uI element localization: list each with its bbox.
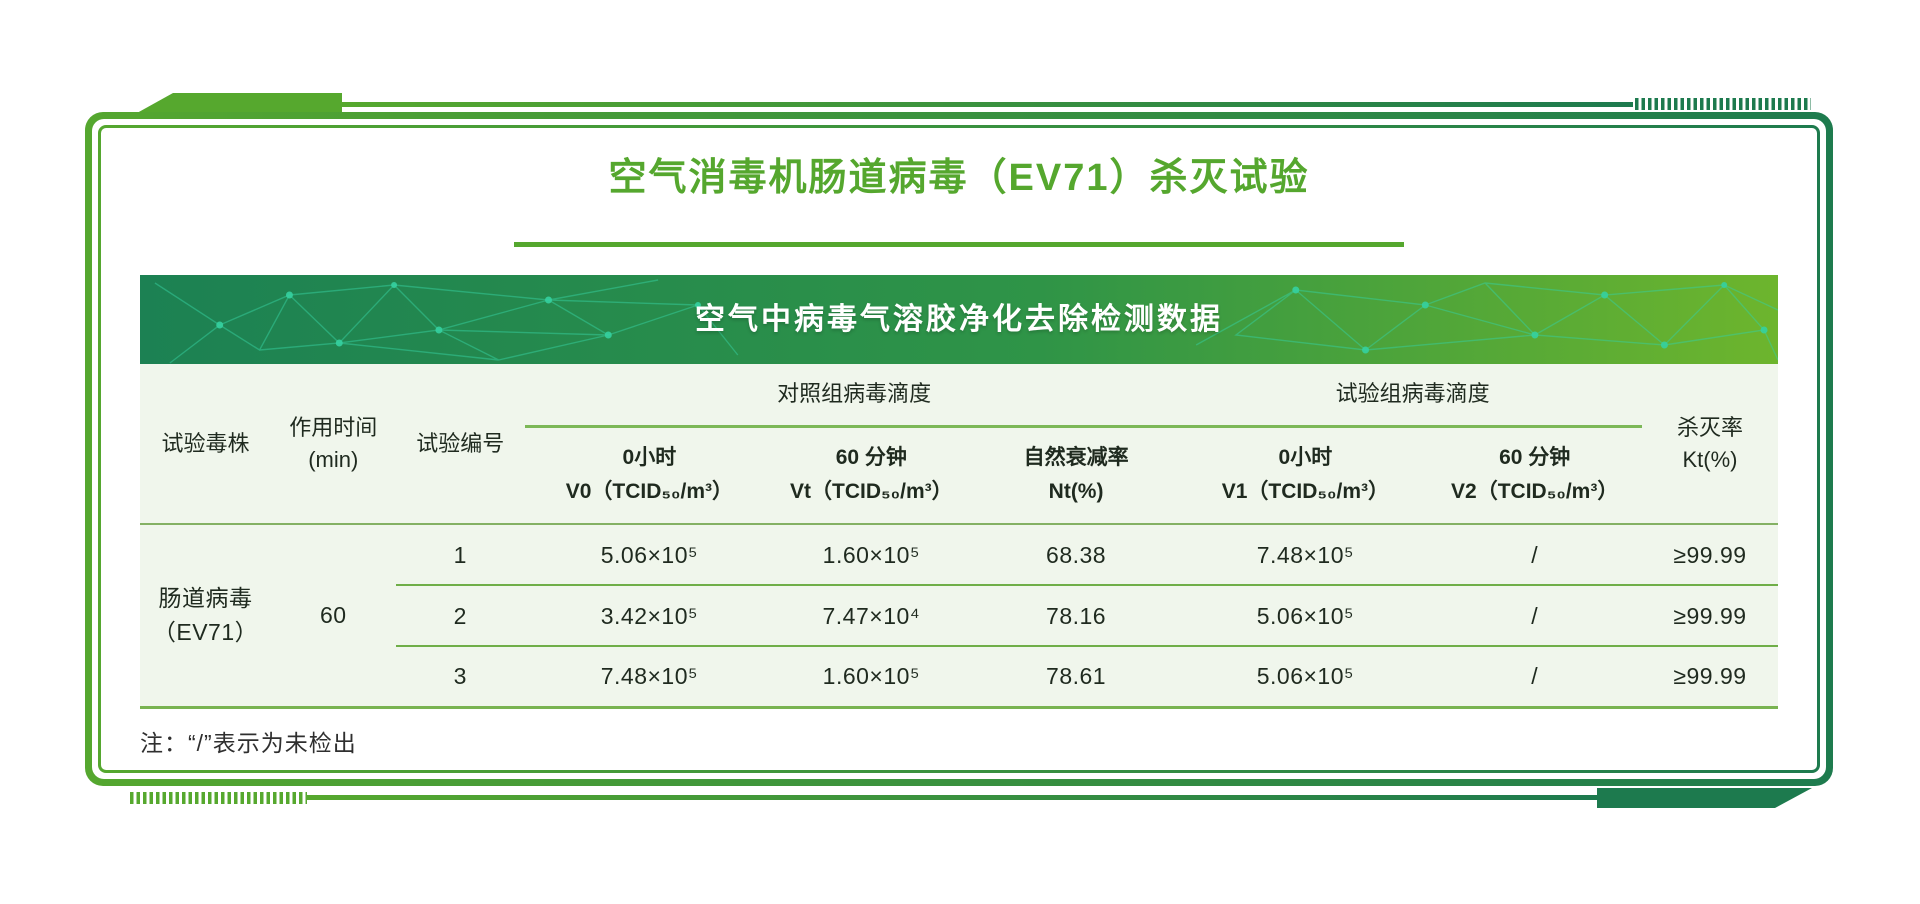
cell-v1: 7.48×10⁵: [1256, 541, 1355, 568]
header-v0: 0小时 V0（TCID₅₀/m³）: [524, 426, 774, 525]
tick-strip-bottom-left: [130, 792, 307, 804]
header-trial-no: 试验编号: [395, 364, 525, 525]
cell-v0: 7.48×10⁵: [524, 645, 774, 707]
cell-v1: 5.06×10⁵: [1183, 584, 1428, 646]
banner-title: 空气中病毒气溶胶净化去除检测数据: [695, 303, 1223, 336]
header-vt: 60 分钟 Vt（TCID₅₀/m³）: [773, 426, 969, 525]
title-underline: [514, 242, 1404, 247]
cell-nt: 68.38: [1046, 541, 1107, 568]
cell-vt: 7.47×10⁴: [773, 584, 969, 646]
corner-tab-top-left: [137, 93, 342, 113]
cell-v1: 5.06×10⁵: [1183, 645, 1428, 707]
header-duration: 作用时间 (min): [271, 364, 396, 525]
header-treatment-group: 试验组病毒滴度: [1183, 364, 1642, 428]
results-table: 试验毒株 作用时间 (min) 试验编号 对照组病毒滴度 试验组病毒滴度 杀灭率…: [140, 364, 1778, 709]
cell-trial-no: 3: [395, 645, 525, 707]
cell-vt: 1.60×10⁵: [773, 645, 969, 707]
cell-kt: ≥99.99: [1673, 541, 1747, 568]
cell-kt: ≥99.99: [1641, 645, 1778, 707]
section-banner: 空气中病毒气溶胶净化去除检测数据: [140, 275, 1778, 364]
cell-kt: ≥99.99: [1641, 584, 1778, 646]
header-control-group: 对照组病毒滴度: [524, 364, 1184, 428]
header-kill-rate: 杀灭率 Kt(%): [1641, 364, 1778, 525]
cell-nt: 78.61: [968, 645, 1184, 707]
header-nt: 自然衰减率 Nt(%): [968, 426, 1184, 525]
cell-trial-no: 2: [395, 584, 525, 646]
cell-v0: 5.06×10⁵: [600, 541, 699, 568]
deco-line-top: [340, 102, 1633, 107]
cell-vt: 1.60×10⁵: [822, 541, 920, 568]
card-content: 空气消毒机肠道病毒（EV71）杀灭试验: [101, 128, 1817, 770]
header-v2: 60 分钟 V2（TCID₅₀/m³）: [1427, 426, 1642, 525]
footnote: 注：“/”表示为未检出: [140, 729, 357, 756]
cell-v2: /: [1531, 541, 1539, 568]
tick-strip-top-right: [1635, 98, 1811, 110]
cell-nt: 78.16: [968, 584, 1184, 646]
header-v1: 0小时 V1（TCID₅₀/m³）: [1183, 426, 1428, 525]
frame-border: 空气消毒机肠道病毒（EV71）杀灭试验: [85, 112, 1833, 786]
header-strain: 试验毒株: [140, 364, 272, 525]
cell-v2: /: [1427, 584, 1642, 646]
cell-v2: /: [1427, 645, 1642, 707]
cell-trial-no: 1: [453, 541, 467, 568]
banner-mesh-pattern: [154, 279, 1778, 364]
page-title: 空气消毒机肠道病毒（EV71）杀灭试验: [608, 157, 1310, 199]
corner-tab-bottom-right: [1597, 788, 1812, 808]
deco-line-bottom: [307, 795, 1597, 800]
cell-v0: 3.42×10⁵: [524, 584, 774, 646]
cell-duration: 60: [319, 602, 347, 629]
cell-strain: 肠道病毒 （EV71）: [152, 585, 259, 646]
